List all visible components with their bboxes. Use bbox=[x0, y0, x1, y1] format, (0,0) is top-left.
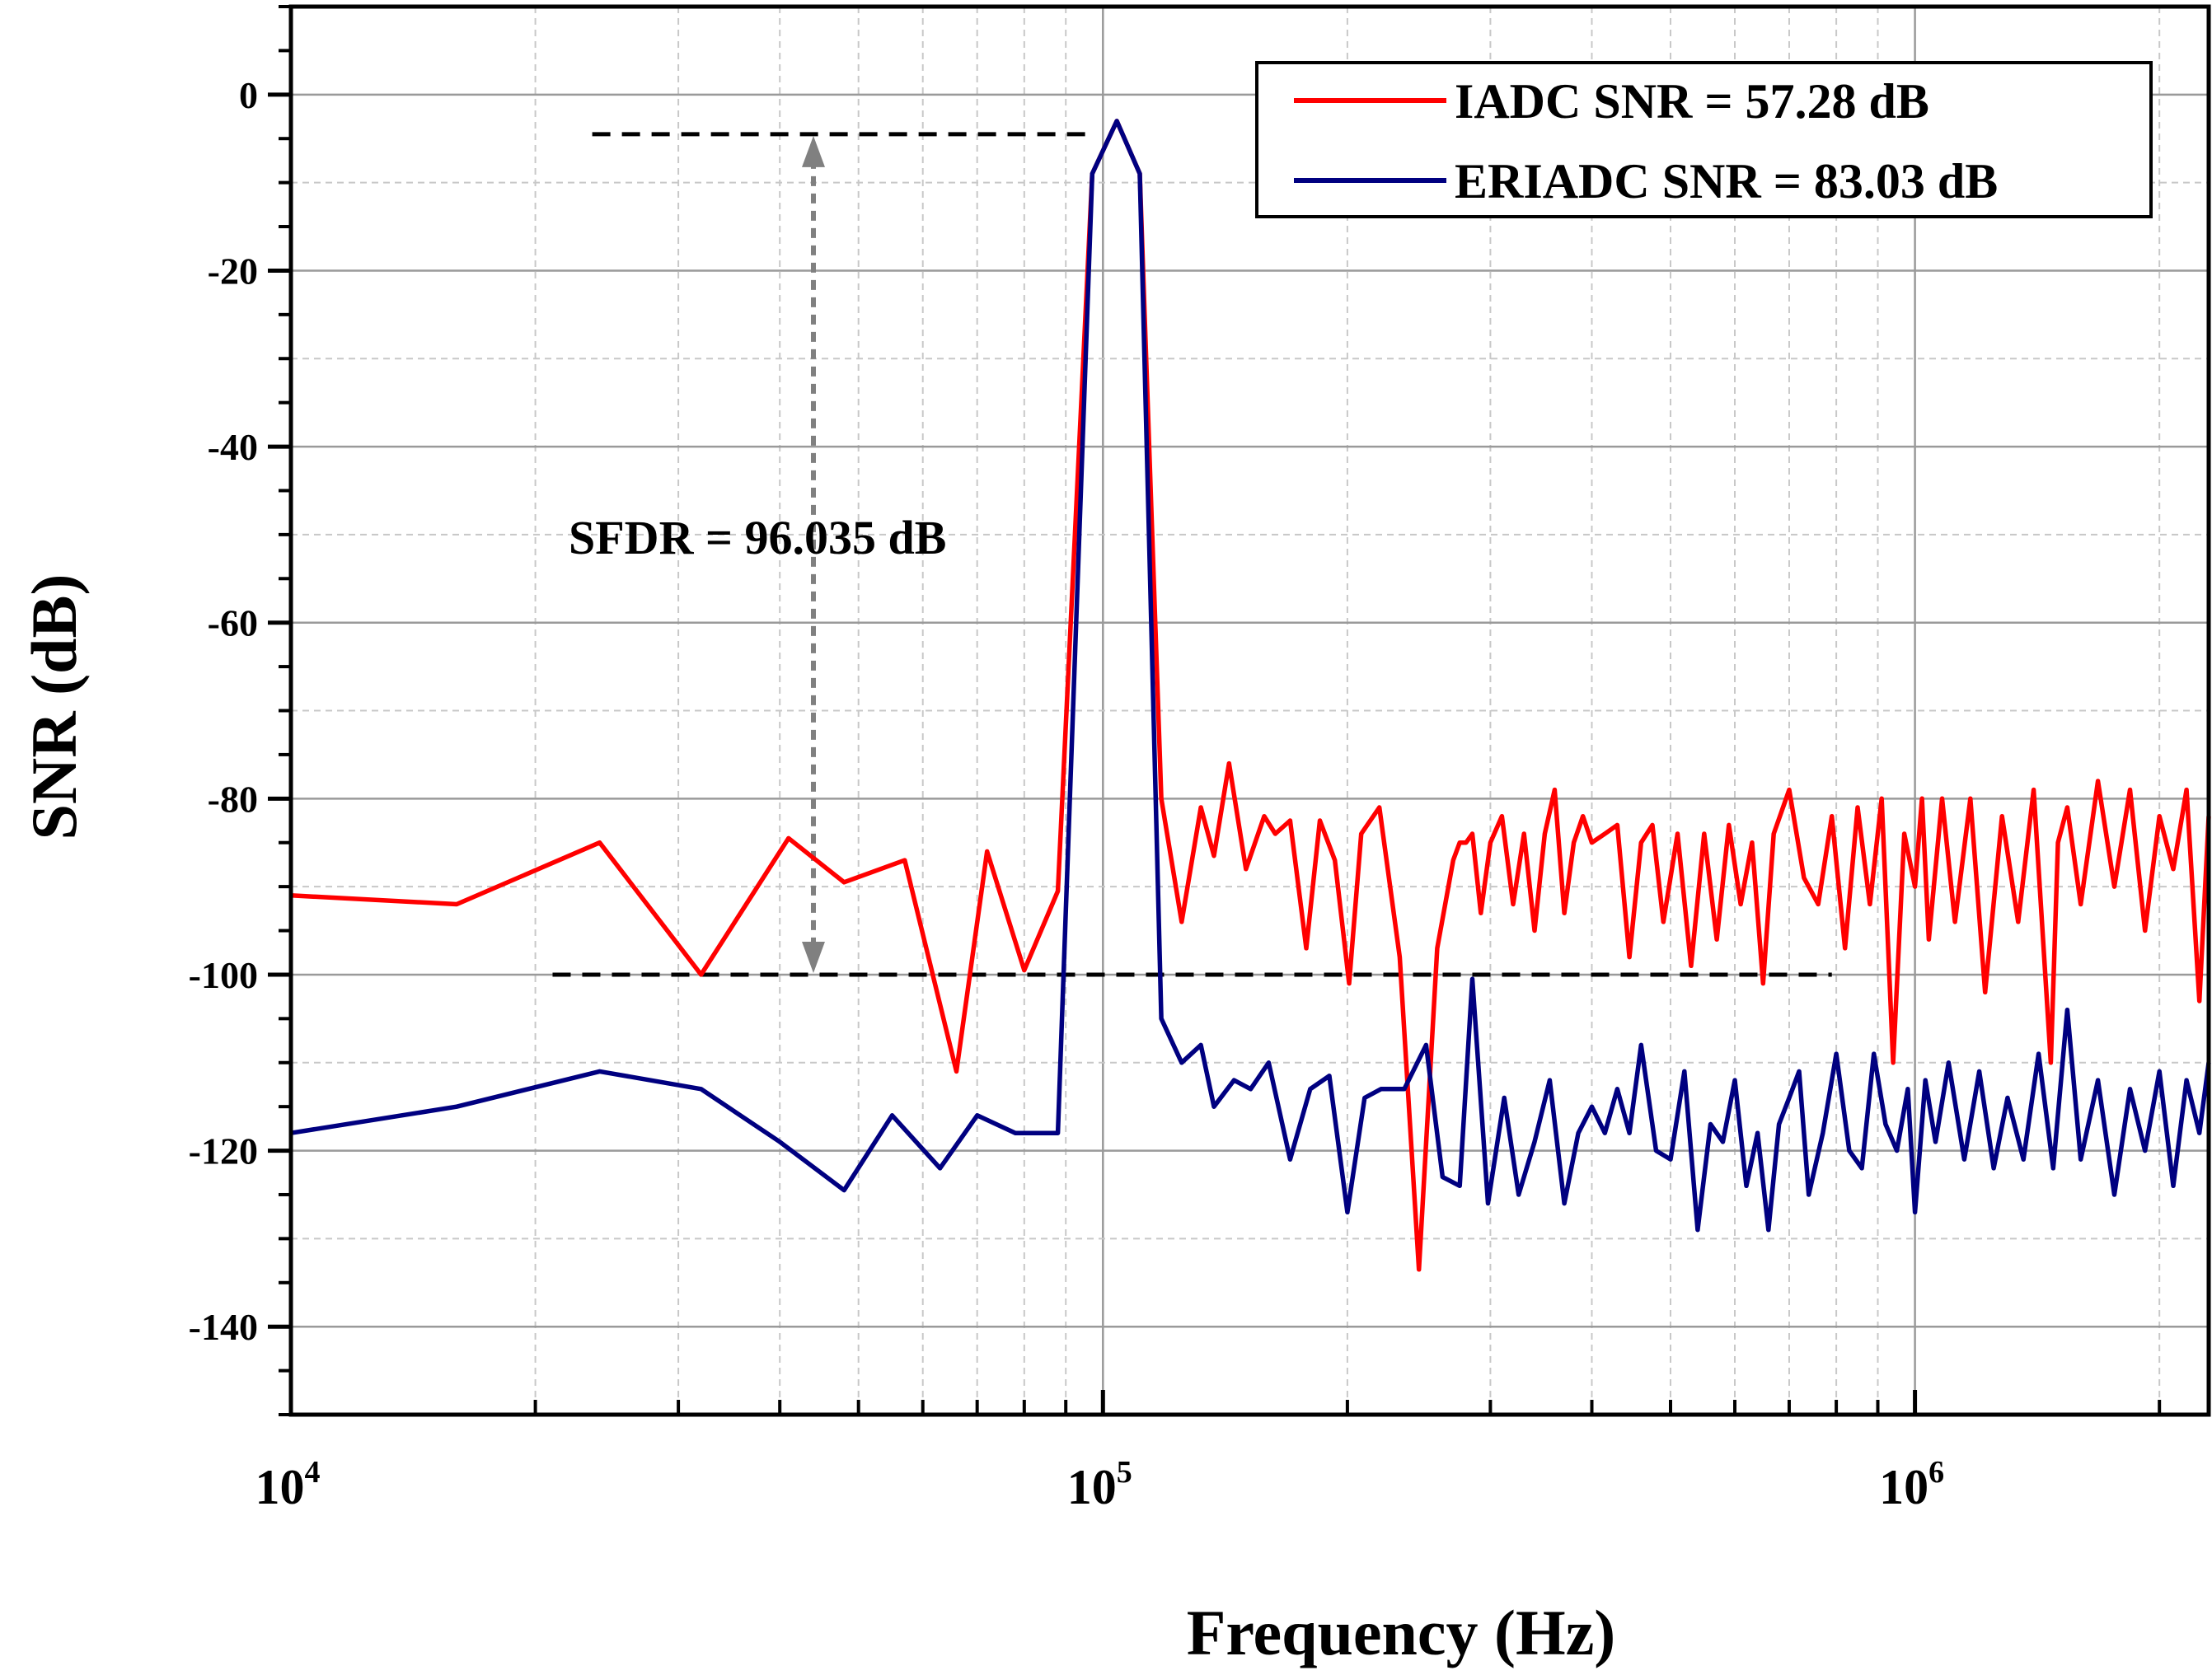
x-tick-label: 105 bbox=[1067, 1455, 1132, 1514]
legend-box bbox=[1255, 61, 2153, 218]
x-tick-labels: 104 105 106 bbox=[255, 1455, 1945, 1514]
y-tick-label: -80 bbox=[208, 778, 258, 820]
y-tick-label: 0 bbox=[239, 74, 258, 116]
series-line-eriadc bbox=[290, 119, 2211, 1233]
x-tick-label: 106 bbox=[1879, 1455, 1944, 1514]
x-axis-title: Frequency (Hz) bbox=[1187, 1597, 1616, 1668]
sfdr-label: SFDR = 96.035 dB bbox=[569, 511, 946, 564]
legend-label-eriadc: ERIADC SNR = 83.03 dB bbox=[1455, 154, 1998, 208]
y-tick-label: -120 bbox=[189, 1130, 258, 1172]
y-tick-labels: 0 -20 -40 -60 -80 -100 -120 -140 bbox=[189, 74, 258, 1348]
sfdr-annotation: SFDR = 96.035 dB bbox=[552, 132, 1832, 977]
y-tick-label: -60 bbox=[208, 602, 258, 644]
legend: IADC SNR = 57.28 dB ERIADC SNR = 83.03 d… bbox=[1255, 61, 2153, 218]
y-tick-label: -20 bbox=[208, 250, 258, 292]
x-tick-label: 104 bbox=[255, 1455, 321, 1514]
series-line-iadc bbox=[290, 119, 2211, 1272]
y-tick-label: -40 bbox=[208, 426, 258, 468]
series bbox=[290, 119, 2211, 1272]
legend-label-iadc: IADC SNR = 57.28 dB bbox=[1455, 74, 1929, 129]
plot-frame bbox=[288, 4, 2211, 1417]
sfdr-arrow-head-down bbox=[801, 941, 825, 973]
major-ticks bbox=[268, 92, 1918, 1415]
y-tick-label: -100 bbox=[189, 954, 258, 996]
sfdr-arrow-head-up bbox=[801, 135, 825, 167]
y-axis-title: SNR (dB) bbox=[18, 574, 90, 840]
y-tick-label: -140 bbox=[189, 1306, 258, 1348]
